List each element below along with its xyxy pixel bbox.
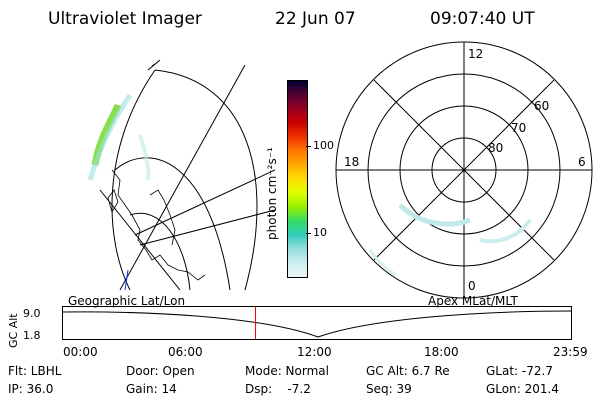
lat-circle-inner: [129, 212, 191, 290]
timeline-plot: [62, 306, 572, 340]
oval-emission-dawn: [479, 218, 532, 244]
colorbar: [287, 80, 308, 278]
mlt-label-12: 12: [468, 47, 483, 61]
timeline-frame: [62, 306, 572, 340]
oval-emission-dayside: [398, 203, 471, 227]
timeline-xtick-1: 06:00: [168, 345, 203, 359]
map-limb-arc: [111, 69, 156, 290]
info-ip: IP: 36.0: [8, 382, 54, 396]
timeline-xtick-0: 00:00: [63, 345, 98, 359]
colorbar-tick-100: 100: [313, 139, 334, 152]
mlat-label-70: 70: [511, 121, 526, 135]
meridian-line-2: [134, 169, 275, 236]
antarctica-coastline: [107, 169, 206, 281]
footprint-marker: [124, 269, 129, 290]
info-seq: Seq: 39: [366, 382, 412, 396]
lat-circle-mid: [114, 157, 231, 290]
oval-emission-faint: [368, 249, 397, 277]
timeline-ylabel: GC Alt: [7, 313, 20, 348]
mlat-label-60: 60: [534, 99, 549, 113]
colorbar-unit-label: photon cm⁻²s⁻¹: [265, 147, 279, 240]
aurora-patch: [138, 134, 151, 181]
info-glon: GLon: 201.4: [486, 382, 559, 396]
info-door: Door: Open: [126, 364, 195, 378]
mlt-label-6: 6: [578, 155, 586, 169]
lat-circle-outer: [154, 69, 258, 290]
coast-fragment-top: [147, 59, 161, 71]
meridian-line-4: [99, 189, 181, 290]
mlat-label-80: 80: [488, 141, 503, 155]
mlt-label-0: 0: [468, 279, 476, 293]
info-gain: Gain: 14: [126, 382, 177, 396]
time-label: 09:07:40 UT: [430, 9, 535, 29]
timeline-xtick-3: 18:00: [424, 345, 459, 359]
instrument-title: Ultraviolet Imager: [48, 9, 202, 29]
aurora-band-faint: [87, 93, 133, 181]
meridian-line-1: [119, 64, 246, 290]
geographic-map: [87, 59, 275, 290]
timeline-xtick-4: 23:59: [553, 345, 588, 359]
info-mode: Mode: Normal: [245, 364, 329, 378]
info-filter: Flt: LBHL: [8, 364, 62, 378]
timeline-ytick-top: 9.0: [23, 307, 41, 320]
info-gc-alt: GC Alt: 6.7 Re: [366, 364, 450, 378]
meridian-line-3: [139, 209, 275, 246]
map-caption: Geographic Lat/Lon: [68, 294, 186, 308]
gc-altitude-curve: [62, 310, 572, 338]
info-dsp: Dsp: -7.2: [245, 382, 311, 396]
polar-caption: Apex MLat/MLT: [428, 294, 518, 308]
colorbar-tick-10: 10: [313, 226, 327, 239]
mlt-label-18: 18: [344, 155, 359, 169]
info-glat: GLat: -72.7: [486, 364, 553, 378]
polar-plot: 12 18 6 0 60 70 80: [335, 41, 593, 299]
timeline-xtick-2: 12:00: [297, 345, 332, 359]
polar-diagonal-2: [373, 79, 555, 261]
timeline-ytick-bottom: 1.8: [23, 329, 41, 342]
date-label: 22 Jun 07: [275, 9, 356, 29]
